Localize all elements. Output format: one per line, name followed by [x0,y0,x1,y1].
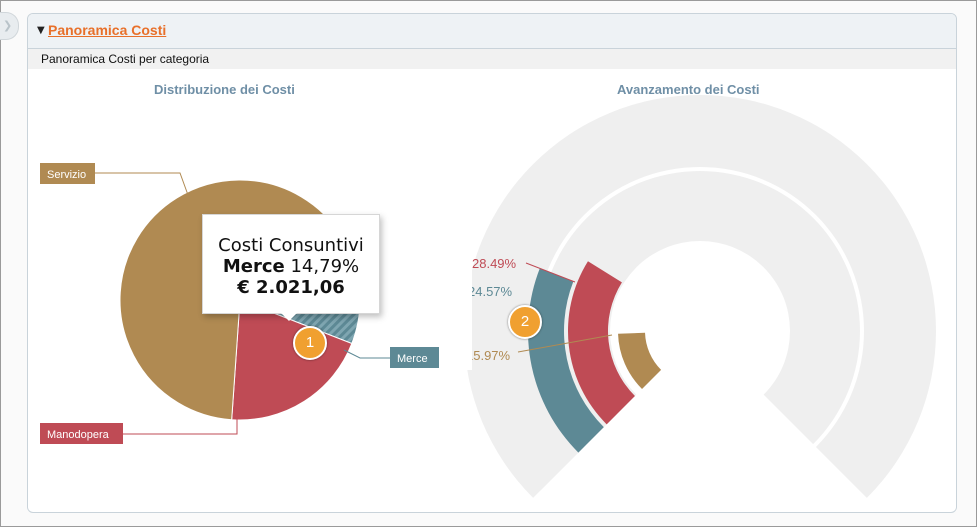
progress-radial-chart[interactable] [463,94,936,498]
tooltip-amount: € 2.021,06 [237,277,345,298]
tooltip-percent: 14,79% [290,256,360,277]
manodopera-label-box [40,423,123,444]
radial-track-0 [540,171,860,445]
panel-subtitle: Panoramica Costi per categoria [41,52,210,66]
radial-track-1 [463,94,936,498]
merce-percent-label: 24.57% [468,284,513,299]
progress-chart-title: Avanzamento dei Costi [617,82,760,97]
distribution-chart-title: Distribuzione dei Costi [154,82,295,97]
sidebar-collapse-handle[interactable]: ❯ [0,12,19,40]
callout-badge-1: 1 [293,326,327,360]
collapse-triangle-icon[interactable]: ▼ [37,25,45,36]
radial-bar-merce[interactable] [528,268,604,453]
radial-bar-servizio[interactable] [618,332,662,389]
callout-badge-2: 2 [508,305,542,339]
manodopera-percent-label: 28.49% [472,256,517,271]
manodopera-label: Manodopera [47,429,110,441]
chevron-right-icon: ❯ [3,19,13,32]
pie-label-servizio: Servizio [40,163,189,196]
merce-label: Merce [397,353,428,365]
pie-tooltip: Costi Consuntivi Merce 14,79% € 2.021,06 [202,214,380,314]
servizio-percent-label: 15.97% [466,348,511,363]
tooltip-pointer [279,311,299,321]
tooltip-category: Merce [222,256,285,277]
label-clip-mask [455,250,472,370]
radial-bar-manodopera[interactable] [568,261,635,425]
panel-header: ▼ Panoramica Costi [28,14,956,49]
servizio-label-box [40,163,95,184]
pie-slice-manodopera[interactable] [231,299,353,421]
panel-subheader: Panoramica Costi per categoria [28,49,956,69]
tooltip-heading: Costi Consuntivi [218,235,364,256]
pie-label-manodopera: Manodopera [40,405,238,444]
servizio-label: Servizio [47,169,86,181]
tooltip-category-line: Merce 14,79% [203,256,379,277]
merce-label-box [390,347,439,368]
pie-label-merce: Merce [343,347,439,368]
panel-title-link[interactable]: Panoramica Costi [48,22,167,38]
